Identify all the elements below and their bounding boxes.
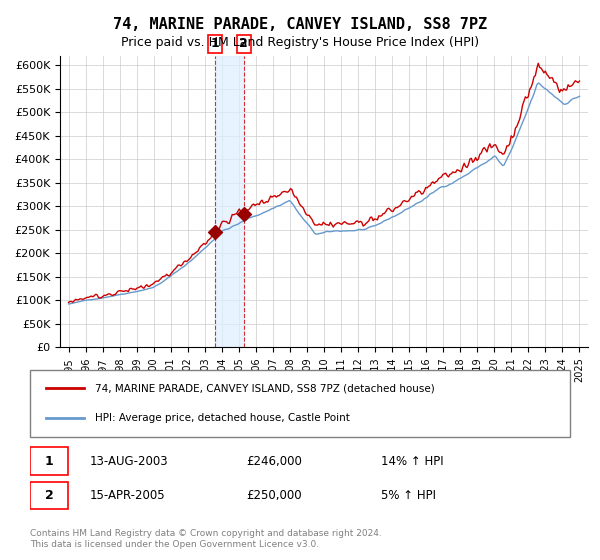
Point	[211, 227, 220, 236]
Text: 5% ↑ HPI: 5% ↑ HPI	[381, 489, 436, 502]
Text: 15-APR-2005: 15-APR-2005	[89, 489, 165, 502]
Text: 13-AUG-2003: 13-AUG-2003	[89, 455, 168, 468]
FancyBboxPatch shape	[30, 370, 570, 437]
Text: Contains HM Land Registry data © Crown copyright and database right 2024.
This d: Contains HM Land Registry data © Crown c…	[30, 529, 382, 549]
FancyBboxPatch shape	[30, 482, 68, 510]
Text: 1: 1	[44, 455, 53, 468]
Text: 74, MARINE PARADE, CANVEY ISLAND, SS8 7PZ (detached house): 74, MARINE PARADE, CANVEY ISLAND, SS8 7P…	[95, 384, 434, 394]
Text: Price paid vs. HM Land Registry's House Price Index (HPI): Price paid vs. HM Land Registry's House …	[121, 36, 479, 49]
Text: £246,000: £246,000	[246, 455, 302, 468]
Bar	[215, 56, 244, 347]
FancyBboxPatch shape	[30, 447, 68, 475]
Text: 2: 2	[44, 489, 53, 502]
Point	[239, 209, 248, 218]
Text: 74, MARINE PARADE, CANVEY ISLAND, SS8 7PZ: 74, MARINE PARADE, CANVEY ISLAND, SS8 7P…	[113, 17, 487, 32]
Text: 2: 2	[239, 38, 248, 50]
Text: HPI: Average price, detached house, Castle Point: HPI: Average price, detached house, Cast…	[95, 413, 350, 423]
Text: 14% ↑ HPI: 14% ↑ HPI	[381, 455, 443, 468]
Text: 1: 1	[211, 38, 220, 50]
Text: £250,000: £250,000	[246, 489, 302, 502]
